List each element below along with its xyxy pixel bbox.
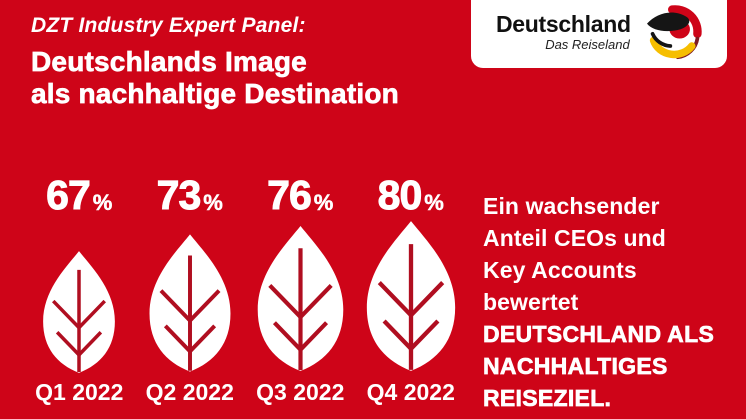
percent-label: 76% [267, 170, 334, 218]
percent-value: 67 [46, 172, 92, 218]
brand-name: Deutschland [496, 11, 631, 37]
statement-line-emphasis: REISEZIEL. [483, 385, 612, 412]
statement-line: bewertet [483, 289, 579, 315]
leaf-icon [257, 225, 344, 372]
chart-column-q2: 73% Q2 2022 [135, 170, 246, 408]
percent-label: 73% [156, 170, 223, 218]
statement-line: Anteil CEOs und [483, 225, 666, 251]
title-line-2: als nachhaltige Destination [31, 78, 399, 110]
chart-column-q1: 67% Q1 2022 [24, 170, 135, 408]
brand-tagline: Das Reiseland [545, 37, 630, 52]
quarter-label: Q2 2022 [145, 379, 234, 405]
leaf-icon [366, 221, 455, 371]
percent-value: 76 [267, 172, 313, 218]
headline-block: DZT Industry Expert Panel: Deutschlands … [31, 12, 399, 110]
statement-block: Ein wachsender Anteil CEOs und Key Accou… [483, 190, 739, 414]
percent-sign: % [424, 190, 444, 216]
leaf-chart: 67% Q1 2022 73% [24, 170, 466, 408]
brand-logo-card: Deutschland Das Reiseland [471, 0, 727, 68]
percent-value: 73 [156, 172, 202, 218]
title-line-1: Deutschlands Image [31, 46, 307, 78]
quarter-label: Q1 2022 [35, 379, 124, 405]
page-title: Deutschlands Image als nachhaltige Desti… [31, 46, 399, 110]
percent-label: 67% [46, 170, 113, 218]
percent-label: 80% [377, 170, 444, 218]
kicker-text: DZT Industry Expert Panel: [31, 14, 306, 37]
quarter-label: Q3 2022 [256, 379, 345, 405]
chart-column-q3: 76% Q3 2022 [245, 170, 356, 408]
statement-line-emphasis: DEUTSCHLAND ALS [483, 321, 715, 348]
quarter-label: Q4 2022 [366, 379, 455, 405]
chart-column-q4: 80% Q4 2022 [356, 170, 467, 408]
leaf-icon [43, 251, 116, 373]
percent-sign: % [92, 190, 113, 216]
percent-sign: % [203, 190, 223, 216]
eagle-swirl-icon [647, 5, 702, 60]
percent-sign: % [313, 190, 334, 216]
statement-line: Key Accounts [483, 257, 637, 283]
leaf-icon [149, 234, 231, 372]
percent-value: 80 [377, 172, 423, 218]
statement-line-emphasis: NACHHALTIGES [483, 353, 668, 380]
brand-logo-text: Deutschland Das Reiseland [496, 11, 631, 53]
statement-line: Ein wachsender [483, 193, 660, 219]
